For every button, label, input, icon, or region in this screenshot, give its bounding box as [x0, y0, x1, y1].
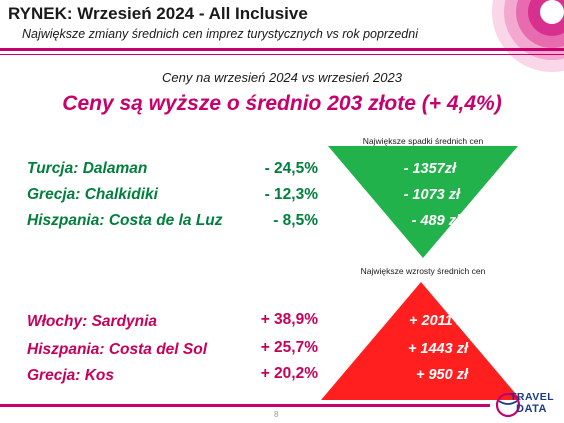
decrease-change-2: - 12,3%	[264, 186, 318, 203]
decrease-amount-1: - 1357zł	[403, 161, 456, 177]
decrease-destination-3: Hiszpania: Costa de la Luz	[27, 212, 223, 229]
decrease-destination-2: Grecja: Chalkidiki	[27, 186, 158, 203]
increase-amount-2: + 1443 zł	[407, 341, 468, 357]
headline: Ceny są wyższe o średnio 203 złote (+ 4,…	[62, 92, 502, 115]
increases-label: Największe wzrosty średnich cen	[360, 266, 486, 276]
decorative-circles	[492, 0, 564, 72]
page-number: 8	[274, 410, 279, 419]
decrease-destination-1: Turcja: Dalaman	[27, 160, 148, 177]
logo-text-travel: TRAVEL	[510, 391, 555, 403]
slide-title: RYNEK: Wrzesień 2024 - All Inclusive	[8, 4, 308, 23]
increase-change-3: + 20,2%	[260, 365, 318, 382]
globe-icon	[496, 392, 521, 418]
increase-destination-1: Włochy: Sardynia	[27, 313, 158, 330]
header-divider-bottom	[0, 54, 564, 55]
increase-change-1: + 38,9%	[260, 311, 318, 328]
increase-destination-3: Grecja: Kos	[27, 367, 115, 384]
increase-amount-3: + 950 zł	[416, 367, 468, 383]
decrease-triangle	[328, 146, 518, 258]
header-divider-top	[0, 48, 564, 51]
increase-destination-2: Hiszpania: Costa del Sol	[27, 341, 208, 358]
decrease-change-1: - 24,5%	[264, 160, 318, 177]
decreases-label: Największe spadki średnich cen	[362, 136, 484, 146]
slide-subtitle: Największe zmiany średnich cen imprez tu…	[22, 27, 418, 41]
section-title: Ceny na wrzesień 2024 vs wrzesień 2023	[162, 70, 402, 85]
increase-amount-1: + 2011 zł	[409, 313, 468, 329]
footer-divider	[0, 404, 490, 407]
increase-triangle	[321, 282, 521, 400]
increase-change-2: + 25,7%	[260, 339, 318, 356]
decrease-amount-3: - 489 zł	[411, 213, 460, 229]
decrease-amount-2: - 1073 zł	[403, 187, 460, 203]
logo-text-data: DATA	[516, 403, 547, 415]
decrease-change-3: - 8,5%	[273, 212, 318, 229]
travel-data-logo: TRAVEL DATA	[496, 391, 558, 419]
